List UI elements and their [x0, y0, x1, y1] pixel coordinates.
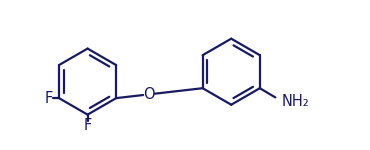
Text: NH₂: NH₂ — [282, 94, 310, 109]
Text: F: F — [84, 118, 92, 133]
Text: F: F — [44, 91, 53, 106]
Text: O: O — [143, 87, 155, 102]
